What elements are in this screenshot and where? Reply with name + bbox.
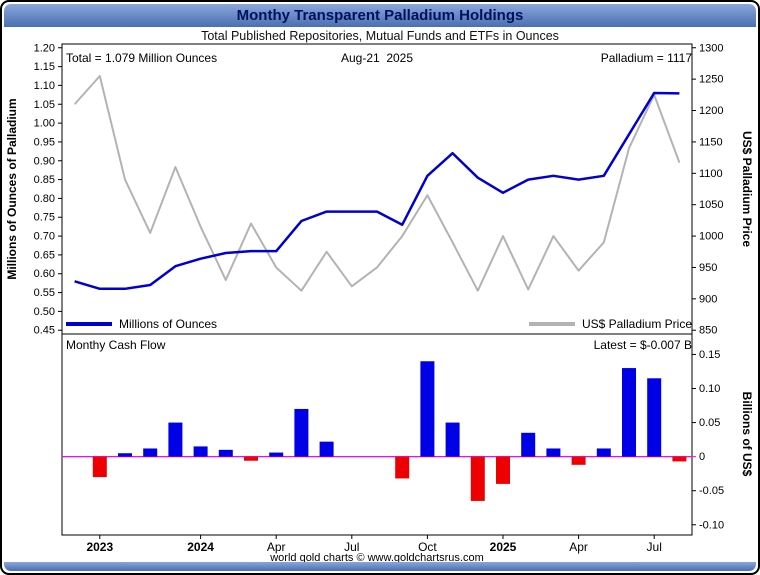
title-bar: Monthy Transparent Palladium Holdings — [4, 4, 756, 27]
svg-text:0.90: 0.90 — [34, 155, 55, 167]
svg-text:0.75: 0.75 — [34, 212, 55, 224]
plot-borders — [61, 43, 693, 536]
svg-text:2023: 2023 — [86, 540, 113, 554]
svg-text:1.05: 1.05 — [34, 99, 55, 111]
svg-text:1000: 1000 — [699, 231, 723, 243]
price-line — [73, 75, 681, 292]
svg-text:1150: 1150 — [699, 136, 723, 148]
svg-text:1.00: 1.00 — [34, 118, 55, 130]
svg-text:0.65: 0.65 — [34, 249, 55, 261]
cashflow-title: Monthy Cash Flow — [66, 338, 166, 352]
footer-credit: world gold charts © www.goldchartsrus.co… — [270, 552, 484, 564]
svg-text:1100: 1100 — [699, 168, 723, 180]
legend-holdings: Millions of Ounces — [66, 317, 217, 331]
svg-text:0.60: 0.60 — [34, 268, 55, 280]
svg-text:1.15: 1.15 — [34, 61, 55, 73]
svg-text:2024: 2024 — [187, 540, 214, 554]
cashflow-bars — [92, 361, 687, 501]
svg-text:1.10: 1.10 — [34, 80, 55, 92]
right-axis-title-billions: Billions of US$ — [740, 392, 754, 477]
svg-text:1.20: 1.20 — [34, 42, 55, 54]
legend-price: US$ Palladium Price — [528, 317, 692, 331]
svg-text:0.85: 0.85 — [34, 174, 55, 186]
svg-text:-0.05: -0.05 — [699, 485, 724, 497]
x-axis-ticks: 2023 2024 Apr Jul Oct 2025 Apr Jul — [86, 535, 662, 554]
svg-text:1200: 1200 — [699, 105, 723, 117]
svg-text:0.15: 0.15 — [699, 349, 720, 361]
holdings-line — [74, 91, 680, 291]
left-axis-title: Millions of Ounces of Palladium — [5, 98, 19, 279]
svg-text:0.50: 0.50 — [34, 306, 55, 318]
right-axis-ticks-price: 1300 1250 1200 1150 1100 1050 1000 950 900 850 — [692, 42, 723, 337]
svg-text:0.70: 0.70 — [34, 231, 55, 243]
svg-text:Apr: Apr — [569, 540, 588, 554]
svg-text:2025: 2025 — [490, 540, 517, 554]
annotation-total: Total = 1.079 Million Ounces — [66, 51, 218, 65]
svg-text:1250: 1250 — [699, 74, 723, 86]
svg-text:0.95: 0.95 — [34, 136, 55, 148]
left-axis-ticks: 1.20 1.15 1.10 1.05 1.00 0.95 0.90 0.85 0.80 0.75… — [34, 42, 62, 337]
right-axis-title-price: US$ Palladium Price — [740, 131, 754, 247]
svg-text:Apr: Apr — [267, 540, 286, 554]
holdings-line-swatch — [66, 322, 112, 326]
svg-text:0.80: 0.80 — [34, 193, 55, 205]
svg-text:950: 950 — [699, 262, 717, 274]
footer-bar — [4, 562, 756, 571]
legend-holdings-label: Millions of Ounces — [119, 317, 218, 331]
svg-text:-0.10: -0.10 — [699, 519, 724, 531]
svg-text:Oct: Oct — [418, 540, 437, 554]
chart-subtitle: Total Published Repositories, Mutual Fun… — [201, 29, 559, 43]
annotation-price: Palladium = 1117 — [600, 51, 692, 65]
svg-text:1300: 1300 — [699, 42, 723, 54]
cashflow-latest: Latest = $-0.007 B — [593, 338, 692, 352]
svg-text:1050: 1050 — [699, 199, 723, 211]
svg-text:850: 850 — [699, 325, 717, 337]
svg-text:Jul: Jul — [344, 540, 359, 554]
svg-text:0.05: 0.05 — [699, 417, 720, 429]
annotation-date: Aug-21 2025 — [340, 51, 414, 65]
page-title: Monthy Transparent Palladium Holdings — [236, 7, 524, 24]
svg-text:Jul: Jul — [647, 540, 662, 554]
svg-text:0.55: 0.55 — [34, 287, 55, 299]
svg-text:0.45: 0.45 — [34, 325, 55, 337]
svg-text:0.10: 0.10 — [699, 383, 720, 395]
right-axis-ticks-billions: 0.15 0.10 0.05 0 -0.05 -0.10 — [692, 349, 724, 531]
svg-text:0: 0 — [699, 451, 705, 463]
svg-text:900: 900 — [699, 293, 717, 305]
price-line-swatch — [528, 322, 575, 326]
legend-price-label: US$ Palladium Price — [581, 317, 692, 331]
